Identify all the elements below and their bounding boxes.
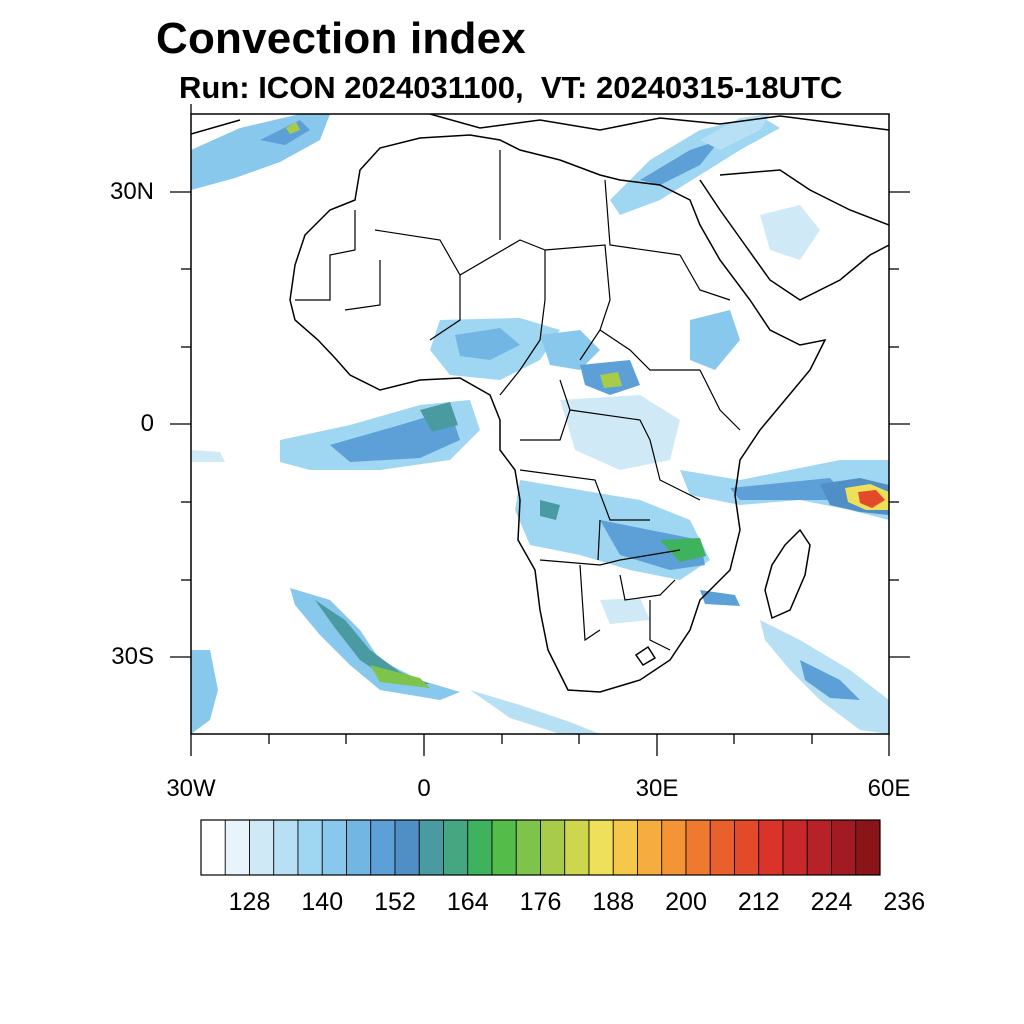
colorbar-box: [273, 819, 299, 876]
lat-label-30s: 30S: [111, 643, 154, 670]
colorbar-label: 224: [810, 888, 853, 916]
axis-ticks: [170, 104, 910, 756]
field-ethiopia: [690, 310, 740, 370]
map-title: Convection index: [156, 14, 526, 63]
field-sindian-core: [800, 660, 860, 700]
field-satlantic-peak: [370, 665, 430, 688]
lat-label-30n: 30N: [109, 178, 154, 205]
field-chad: [540, 330, 600, 370]
colorbar-box: [588, 819, 614, 876]
colorbar-label: 200: [665, 888, 707, 916]
lesotho: [634, 645, 657, 666]
field-cyclone-core: [858, 490, 885, 508]
colorbar-label: 176: [519, 888, 562, 916]
colorbar-box: [418, 819, 444, 876]
colorbar-box: [515, 819, 541, 876]
colorbar-box: [661, 819, 687, 876]
africa-coastline: [289, 134, 827, 693]
lon-label-30e: 30E: [635, 775, 679, 802]
field-satlantic-core: [315, 600, 430, 684]
colorbar-box: [855, 819, 881, 876]
colorbar-box: [200, 819, 226, 876]
lat-label-0: 0: [140, 410, 154, 437]
colorbar-box: [709, 819, 735, 876]
colorbar-frame: [200, 819, 881, 876]
colorbar-box: [491, 819, 517, 876]
lon-label-30w: 30W: [166, 775, 216, 802]
colorbar-box: [370, 819, 396, 876]
field-nw-band: [191, 114, 330, 190]
colorbar-label: 164: [446, 888, 489, 916]
colorbar-box: [782, 819, 808, 876]
lon-label-0: 0: [417, 775, 431, 802]
colorbar-box: [443, 819, 469, 876]
convection-field: [191, 114, 889, 734]
coastlines: [191, 114, 889, 693]
colorbar-box: [758, 819, 784, 876]
field-sw-corner: [191, 650, 218, 734]
colorbar-box: [467, 819, 493, 876]
colorbar-label: 236: [883, 888, 926, 916]
field-indian-core: [730, 478, 850, 500]
lon-label-60e: 60E: [867, 775, 911, 802]
colorbar-box: [612, 819, 638, 876]
colorbar-label: 140: [301, 888, 344, 916]
colorbar-label: 212: [737, 888, 780, 916]
colorbar-box: [831, 819, 857, 876]
field-mozambique-channel: [700, 590, 740, 606]
field-congo: [560, 395, 680, 470]
field-angola-peak: [540, 500, 560, 520]
arabia-coast: [699, 169, 889, 301]
colorbar-box: [540, 819, 566, 876]
colorbar-box: [346, 819, 372, 876]
madagascar: [764, 528, 811, 620]
europe-coast: [191, 114, 889, 135]
colorbar-box: [394, 819, 420, 876]
colorbar-box: [806, 819, 832, 876]
colorbar-box: [249, 819, 275, 876]
colorbar-label: 188: [592, 888, 635, 916]
field-south-band: [470, 690, 600, 734]
field-arabia: [760, 205, 820, 260]
colorbar-box: [297, 819, 323, 876]
colorbar-box: [685, 819, 711, 876]
field-med-core: [640, 140, 720, 185]
colorbar-box: [564, 819, 590, 876]
colorbar-box: [224, 819, 250, 876]
border-lines: [295, 150, 741, 651]
field-equatorial-peak: [420, 402, 458, 432]
field-westafrica-core: [455, 328, 520, 360]
colorbar-box: [321, 819, 347, 876]
field-nw-peak: [286, 122, 300, 134]
colorbar-box: [734, 819, 760, 876]
colorbar-label: 152: [374, 888, 416, 916]
map-subtitle: Run: ICON 2024031100, VT: 20240315-18UTC: [179, 70, 843, 105]
field-med-east: [700, 114, 770, 150]
field-mozambique-peak: [660, 538, 706, 562]
field-satlantic-band: [290, 588, 460, 700]
field-cameroon-peak: [600, 372, 622, 388]
field-botswana: [600, 598, 650, 624]
colorbar: [200, 819, 881, 876]
colorbar-box: [637, 819, 663, 876]
country-borders: [295, 150, 741, 651]
field-equatorial-west: [191, 450, 225, 462]
colorbar-label: 128: [228, 888, 271, 916]
